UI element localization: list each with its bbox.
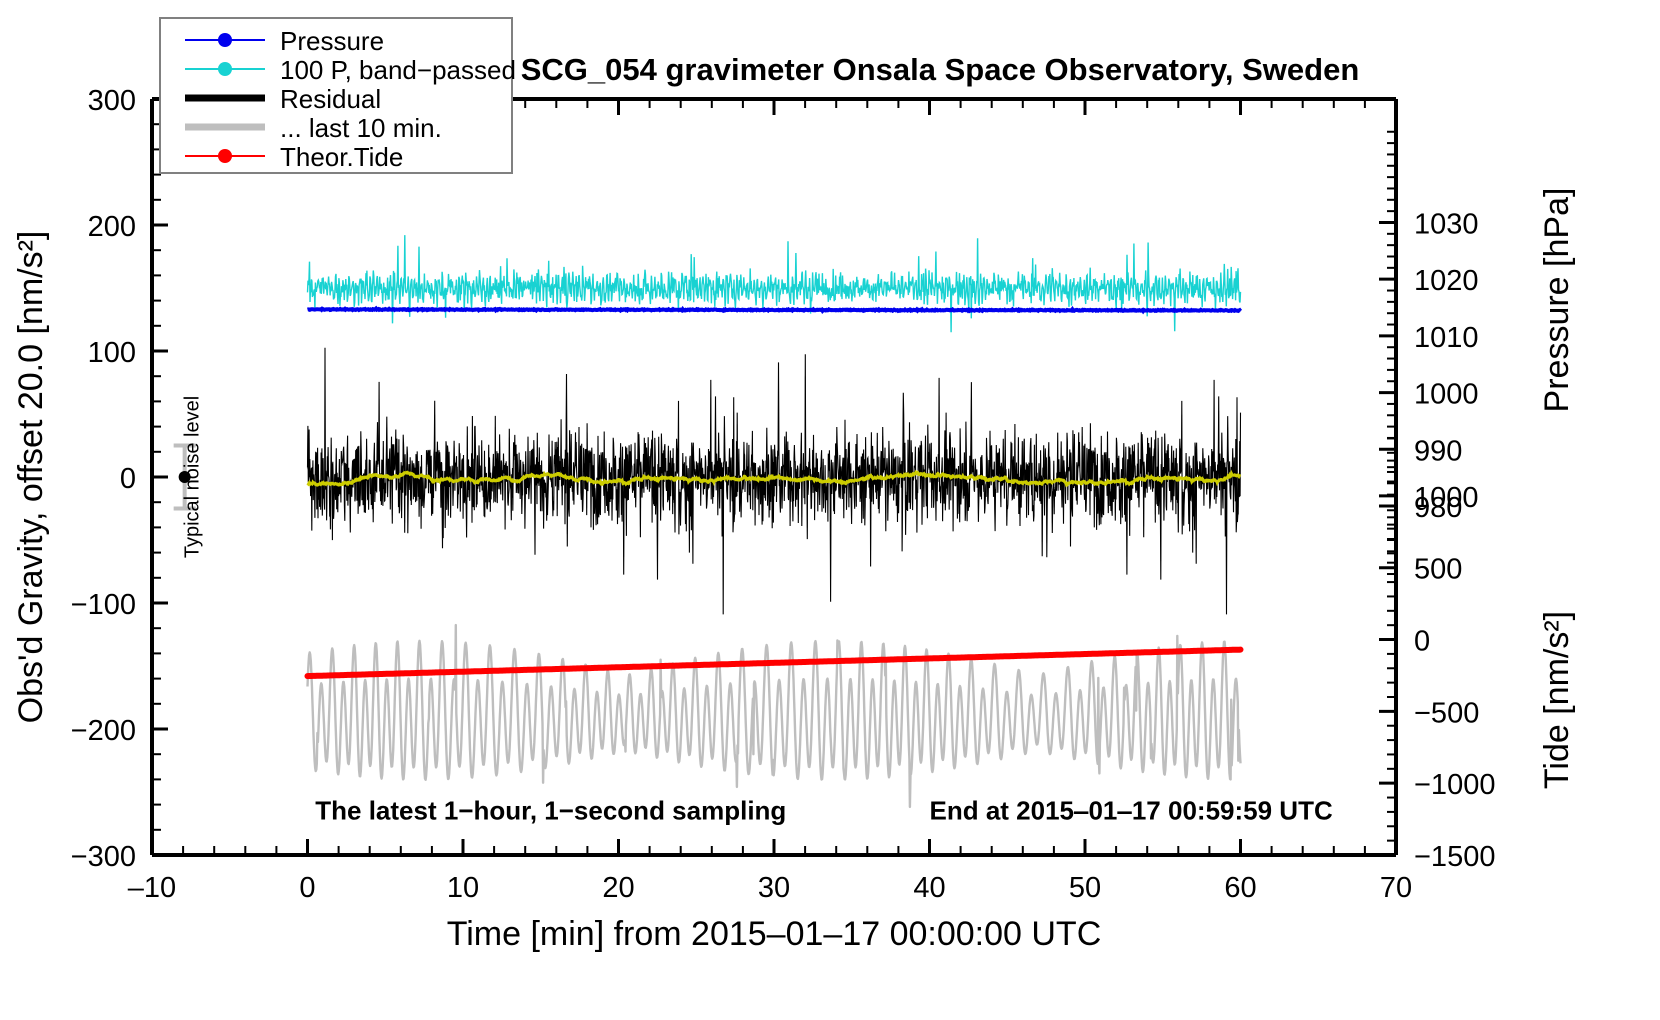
x-tick-label: 0 (299, 872, 315, 904)
smoothed-residual-trace (306, 469, 1242, 488)
band-passed-pressure-trace (306, 235, 1242, 333)
x-tick-label: 40 (913, 872, 945, 904)
pressure-tick-label: 1020 (1414, 265, 1479, 297)
y-axis-title: Obs'd Gravity, offset 20.0 [nm/s²] (12, 231, 50, 724)
legend-marker-dot (218, 62, 232, 76)
x-tick-label: 20 (602, 872, 634, 904)
tide-axis-title: Tide [nm/s²] (1538, 611, 1576, 789)
y-axis-right-pressure: 980 990 1000 1010 1020 1030 (1379, 130, 1479, 576)
pressure-tick-label: 980 (1414, 492, 1462, 524)
chart-title: SCG_054 gravimeter Onsala Space Observat… (521, 52, 1360, 87)
legend-label: 100 P, band−passed (280, 55, 516, 85)
tide-tick-label: 1000 (1414, 482, 1479, 514)
noise-level-label: Typical noise level (182, 396, 204, 558)
theoretical-tide-trace (304, 646, 1244, 680)
y-axis-right-tide: −1500 −1000 −500 0 500 1000 (1379, 437, 1495, 873)
tide-tick-label: −1500 (1414, 841, 1495, 873)
pressure-trace (307, 305, 1243, 315)
y-tick-label: 100 (88, 337, 136, 369)
x-tick-label: ‒10 (128, 872, 176, 904)
y-tick-label: 300 (88, 85, 136, 117)
plot-area (304, 235, 1244, 809)
y-tick-label: 0 (120, 463, 136, 495)
y-tick-label: −100 (71, 589, 136, 621)
pressure-axis-title: Pressure [hPa] (1538, 188, 1576, 413)
y-tick-label: −300 (71, 841, 136, 873)
x-tick-label: 50 (1069, 872, 1101, 904)
end-time-note: End at 2015‒01‒17 00:59:59 UTC (930, 796, 1333, 826)
legend-label: Pressure (280, 26, 384, 56)
y-tick-label: −200 (71, 715, 136, 747)
legend-label: ... last 10 min. (280, 113, 442, 143)
tide-tick-label: 0 (1414, 626, 1430, 658)
tide-tick-label: −500 (1414, 697, 1479, 729)
tide-tick-label: −1000 (1414, 769, 1495, 801)
y-axis-left: −300 −200 −100 0 100 200 300 (71, 85, 168, 873)
x-tick-label: 10 (447, 872, 479, 904)
typical-noise-error-bar (173, 443, 196, 511)
y-tick-label: 200 (88, 211, 136, 243)
x-tick-label: 60 (1224, 872, 1256, 904)
legend-label: Theor.Tide (280, 142, 403, 172)
legend-label: Residual (280, 84, 381, 114)
legend-marker-dot (218, 149, 232, 163)
sampling-note: The latest 1−hour, 1−second sampling (315, 796, 786, 826)
pressure-tick-label: 1000 (1414, 379, 1479, 411)
x-axis-title: Time [min] from 2015‒01‒17 00:00:00 UTC (447, 915, 1102, 953)
pressure-tick-label: 990 (1414, 435, 1462, 467)
x-tick-label: 30 (758, 872, 790, 904)
error-bar-dot (178, 471, 191, 483)
last-10-min-trace (306, 623, 1242, 809)
pressure-tick-label: 1030 (1414, 208, 1479, 240)
tide-tick-label: 500 (1414, 554, 1462, 586)
x-tick-label: 70 (1380, 872, 1412, 904)
x-axis: ‒10 0 10 20 30 40 50 60 70 (128, 99, 1412, 904)
legend-marker-dot (218, 33, 232, 47)
pressure-tick-label: 1010 (1414, 322, 1479, 354)
